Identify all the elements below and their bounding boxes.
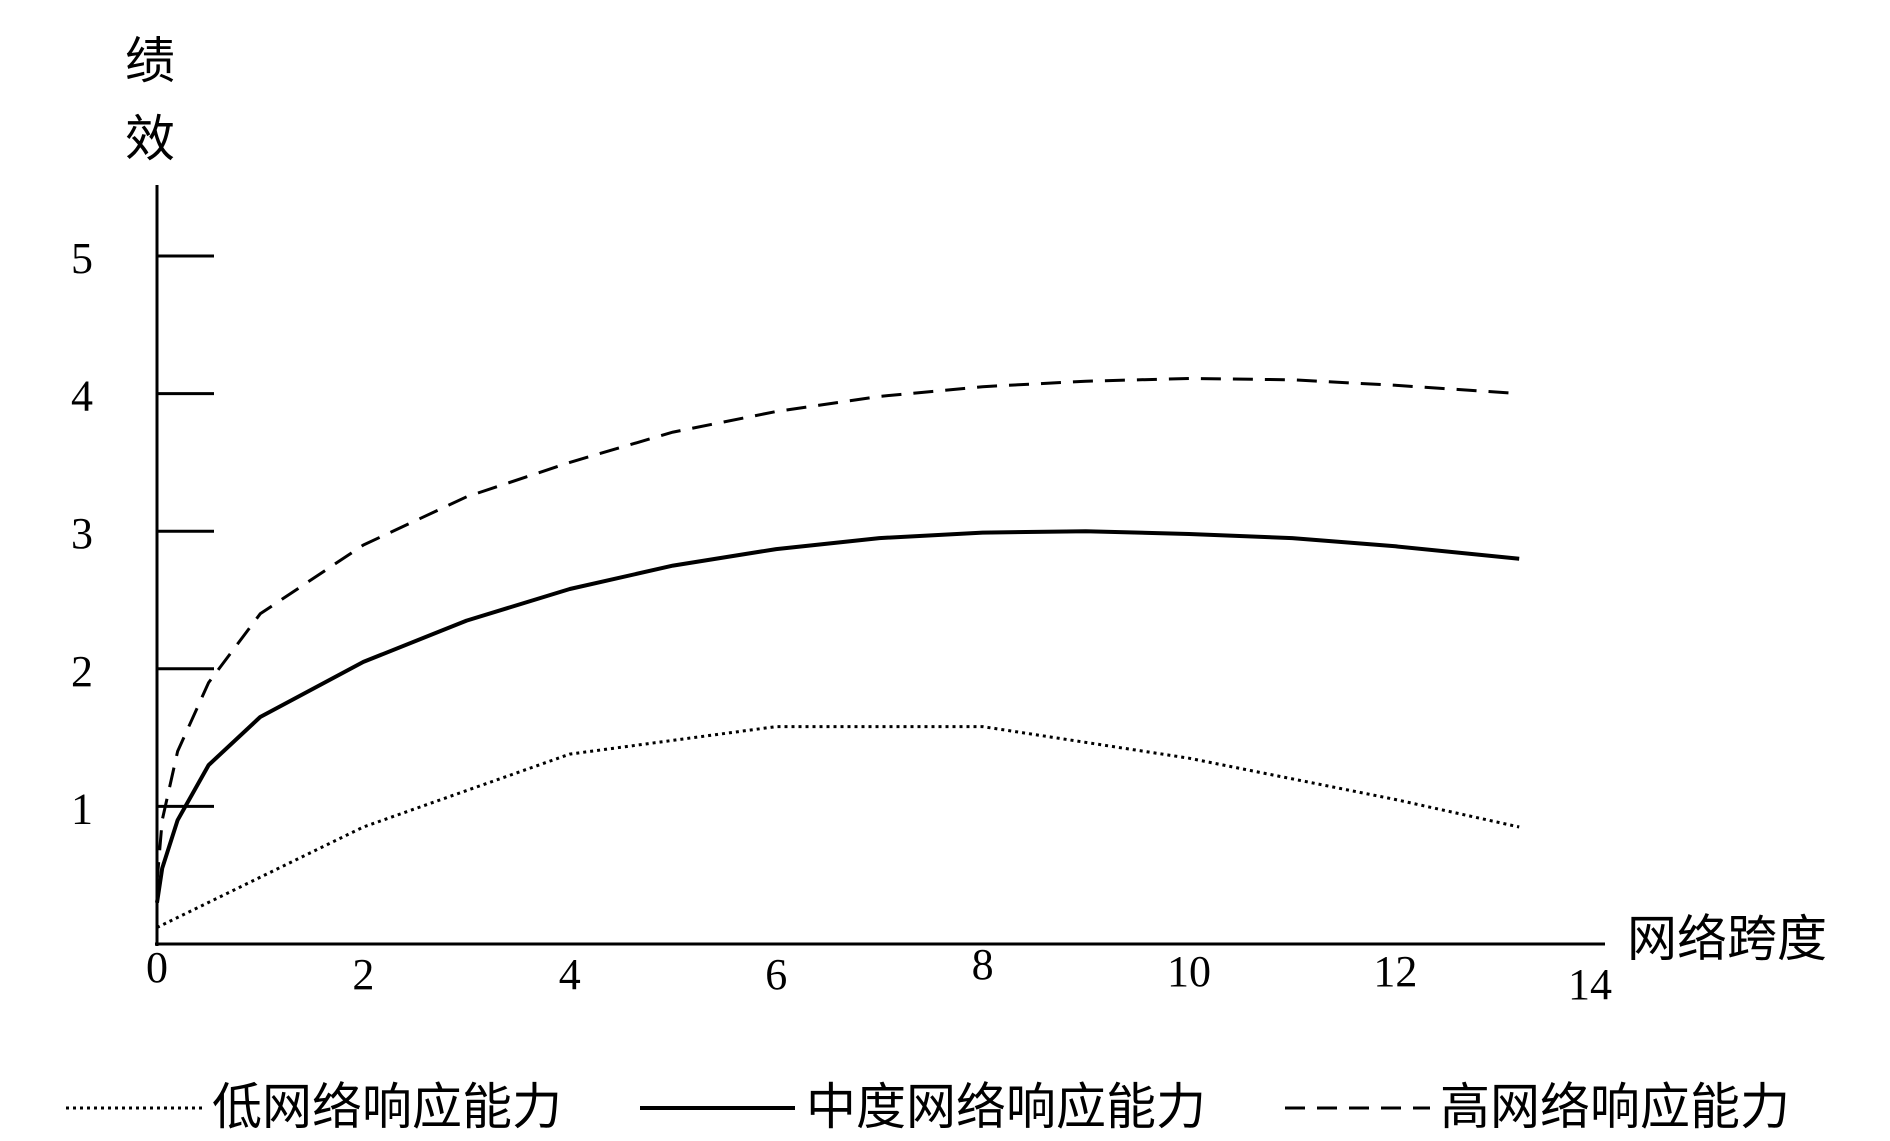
legend-label-mid: 中度网络响应能力	[806, 1079, 1206, 1135]
axes	[155, 185, 1605, 946]
x-tick-label-0: 0	[146, 943, 168, 992]
series-line-dashed	[155, 377, 1520, 883]
x-tick-label-12: 12	[1373, 947, 1417, 996]
y-tick-label-5: 5	[71, 234, 93, 283]
y-axis-label-char-1: 绩	[125, 33, 175, 89]
x-axis-label: 网络跨度	[1627, 911, 1827, 967]
y-tick-label-3: 3	[71, 509, 93, 558]
legend-label-high: 高网络响应能力	[1440, 1079, 1790, 1135]
x-tick-label-10: 10	[1167, 947, 1211, 996]
x-tick-label-8: 8	[972, 940, 994, 989]
y-tick-label-1: 1	[71, 784, 93, 833]
x-tick-label-2: 2	[352, 950, 374, 999]
series-line-dotted	[156, 725, 1520, 929]
y-axis-label-char-2: 效	[125, 111, 175, 167]
x-tick-label-4: 4	[559, 950, 581, 999]
x-tick-label-14: 14	[1568, 960, 1612, 1009]
series-line-solid	[155, 529, 1520, 903]
series-lines	[155, 377, 1520, 929]
legend: 低网络响应能力 中度网络响应能力 高网络响应能力	[66, 1079, 1790, 1135]
x-tick-label-6: 6	[765, 950, 787, 999]
y-tick-label-4: 4	[71, 372, 93, 421]
legend-label-low: 低网络响应能力	[212, 1079, 562, 1135]
y-tick-label-2: 2	[71, 647, 93, 696]
